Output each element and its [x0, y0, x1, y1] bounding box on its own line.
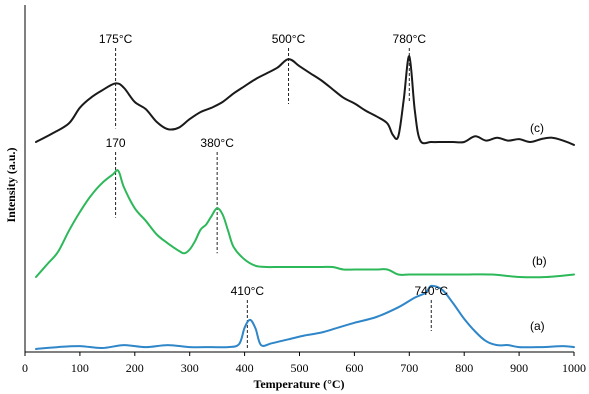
x-tick-label: 700	[400, 361, 418, 375]
series-line-a	[35, 284, 575, 350]
x-tick-label: 200	[126, 361, 144, 375]
x-tick-label: 400	[236, 361, 254, 375]
y-axis-title: Intensity (a.u.)	[4, 147, 18, 222]
x-tick-label: 100	[71, 361, 89, 375]
x-tick-label: 500	[291, 361, 309, 375]
series-tag-b: (b)	[532, 254, 547, 268]
x-tick-label: 0	[22, 361, 28, 375]
peak-label: 740°C	[415, 284, 449, 298]
x-tick-label: 600	[345, 361, 363, 375]
x-tick-label: 800	[455, 361, 473, 375]
series-tags: (c) (b) (a)	[530, 121, 547, 333]
peak-label: 500°C	[272, 32, 306, 46]
x-tick-label: 300	[181, 361, 199, 375]
x-axis-ticks: 0 100 200 300 400 500 600 700 800 900 1000	[22, 352, 586, 375]
peak-label: 410°C	[231, 284, 265, 298]
x-axis-title: Temperature (°C)	[253, 377, 344, 391]
series-tag-a: (a)	[530, 319, 545, 333]
series-line-c	[35, 55, 575, 146]
x-tick-label: 900	[510, 361, 528, 375]
peak-labels: 175°C 500°C 780°C 170 380°C 410°C 740°C	[99, 32, 448, 298]
peak-label: 780°C	[393, 32, 427, 46]
peak-label: 380°C	[200, 136, 234, 150]
series-line-b	[35, 169, 575, 279]
x-tick-label: 1000	[562, 361, 586, 375]
peak-marker-lines	[115, 48, 432, 348]
series-tag-c: (c)	[530, 121, 544, 135]
peak-label: 175°C	[99, 32, 133, 46]
peak-label: 170	[106, 136, 126, 150]
series-lines	[35, 55, 575, 350]
